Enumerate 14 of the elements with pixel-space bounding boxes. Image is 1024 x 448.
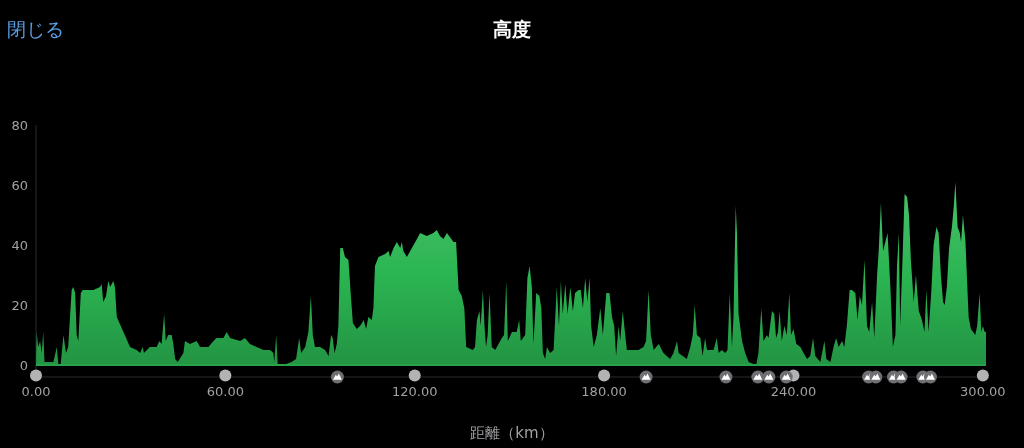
x-tick-label: 180.00 <box>581 383 627 399</box>
y-tick-label: 80 <box>11 117 28 133</box>
x-axis-title: 距離（km） <box>470 424 554 442</box>
x-tick-label: 0.00 <box>21 383 51 399</box>
text: 閉じる <box>7 18 64 40</box>
x-tick-label: 300.00 <box>960 383 1006 399</box>
x-tick-label: 60.00 <box>206 383 244 399</box>
y-tick-label: 60 <box>11 177 28 193</box>
y-tick-label: 40 <box>11 237 28 253</box>
y-tick-label: 0 <box>19 357 28 373</box>
chart-title: 高度 <box>493 18 531 40</box>
y-tick-label: 20 <box>11 297 28 313</box>
x-tick-label: 120.00 <box>391 383 438 399</box>
x-tick-label: 240.00 <box>770 383 817 399</box>
